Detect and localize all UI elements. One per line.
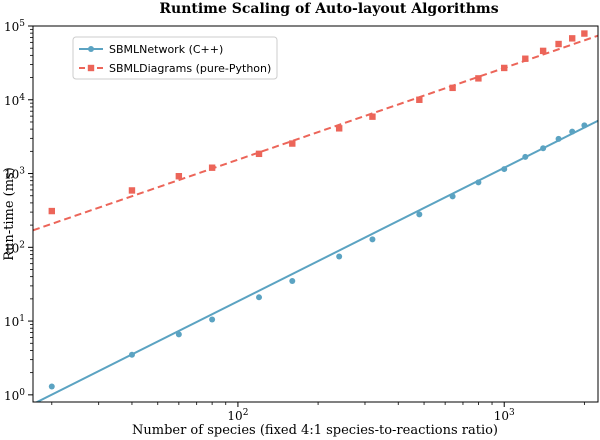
data-point-sbmlnetwork [522,153,529,160]
data-point-sbmldiagrams [128,187,136,194]
y-tick-label: 101 [4,314,25,329]
data-point-sbmlnetwork [569,128,576,135]
y-tick-label: 100 [4,388,25,403]
data-point-sbmldiagrams [175,173,183,180]
y-axis-ticks: 100 101 102 103 104 105 [4,19,33,403]
data-point-sbmlnetwork [581,122,588,129]
x-axis-label: Number of species (fixed 4:1 species-to-… [132,423,498,438]
data-point-sbmlnetwork [369,236,376,243]
data-point-sbmldiagrams [289,140,296,147]
x-tick-label: 103 [494,408,515,423]
data-point-sbmldiagrams [449,84,456,92]
data-point-sbmldiagrams [501,64,508,72]
legend-marker-sbmlnetwork [88,46,94,52]
data-point-sbmlnetwork [256,294,263,301]
x-axis-ticks: 102 103 [51,402,585,423]
data-point-sbmlnetwork [48,383,55,390]
data-point-sbmlnetwork [501,166,508,173]
data-point-sbmldiagrams [539,47,547,55]
legend-marker-sbmldiagrams [87,64,95,72]
legend-label-sbmldiagrams: SBMLDiagrams (pure-Python) [109,62,271,75]
data-point-sbmldiagrams [581,30,588,37]
y-tick-label: 102 [4,240,25,255]
legend-box [72,36,278,80]
data-point-sbmlnetwork [128,351,135,358]
data-point-sbmlnetwork [475,179,482,186]
data-point-sbmlnetwork [555,135,562,142]
chart-title: Runtime Scaling of Auto-layout Algorithm… [159,1,498,17]
data-point-sbmlnetwork [449,193,456,200]
legend: SBMLNetwork (C++) SBMLDiagrams (pure-Pyth… [72,36,278,80]
plot-frame [32,25,599,403]
plot-area [33,30,598,402]
data-point-sbmldiagrams [475,75,482,82]
series-line-sbmlnetwork [34,119,598,402]
data-point-sbmlnetwork [416,211,423,218]
y-axis-label: Run-time (ms) [2,167,17,261]
y-tick-label: 103 [4,167,25,182]
data-point-sbmlnetwork [336,253,343,260]
data-point-sbmldiagrams [416,96,423,103]
data-point-sbmldiagrams [48,207,55,215]
data-point-sbmlnetwork [289,277,296,284]
data-point-sbmldiagrams [568,35,576,42]
data-point-sbmlnetwork [175,331,182,338]
legend-label-sbmlnetwork: SBMLNetwork (C++) [109,43,223,56]
data-point-sbmlnetwork [540,145,547,152]
data-point-sbmldiagrams [522,55,529,62]
data-point-sbmldiagrams [369,113,376,120]
y-tick-label: 105 [4,19,25,34]
data-point-sbmlnetwork [209,316,216,323]
x-tick-label: 102 [227,408,248,423]
y-tick-label: 104 [4,93,25,108]
data-point-sbmldiagrams [208,164,216,171]
data-point-sbmldiagrams [255,150,263,158]
data-point-sbmldiagrams [335,125,343,132]
data-point-sbmldiagrams [555,40,562,48]
